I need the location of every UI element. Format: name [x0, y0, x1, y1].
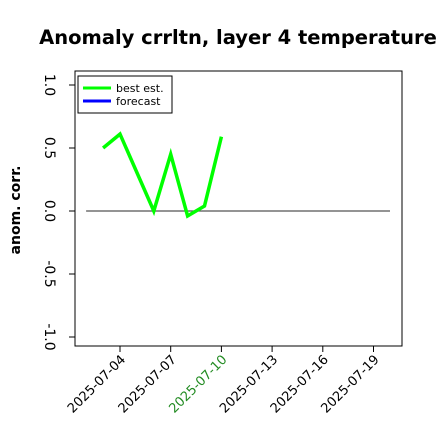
x-axis: 2025-07-042025-07-072025-07-102025-07-13… — [65, 346, 383, 416]
legend-label-forecast: forecast — [116, 95, 161, 108]
series-layer — [101, 131, 224, 219]
y-tick-label: 0.5 — [41, 137, 57, 159]
y-axis: -1.0 -0.5 0.0 0.5 1.0 — [41, 74, 75, 351]
legend-box — [77, 75, 173, 114]
plot-frame — [74, 70, 403, 347]
y-tick-label: 0.0 — [41, 200, 57, 222]
plot-area — [74, 70, 403, 347]
legend: best est. forecast — [77, 75, 173, 114]
y-tick-label: 1.0 — [41, 74, 57, 96]
y-axis-label: anom. corr. — [8, 166, 24, 255]
y-tick-label: -1.0 — [41, 323, 57, 350]
y-tick-label: -0.5 — [41, 260, 57, 287]
chart-title: Anomaly crrltn, layer 4 temperature — [39, 26, 437, 49]
legend-label-best-est: best est. — [116, 82, 164, 95]
series-line-0 — [101, 131, 224, 219]
